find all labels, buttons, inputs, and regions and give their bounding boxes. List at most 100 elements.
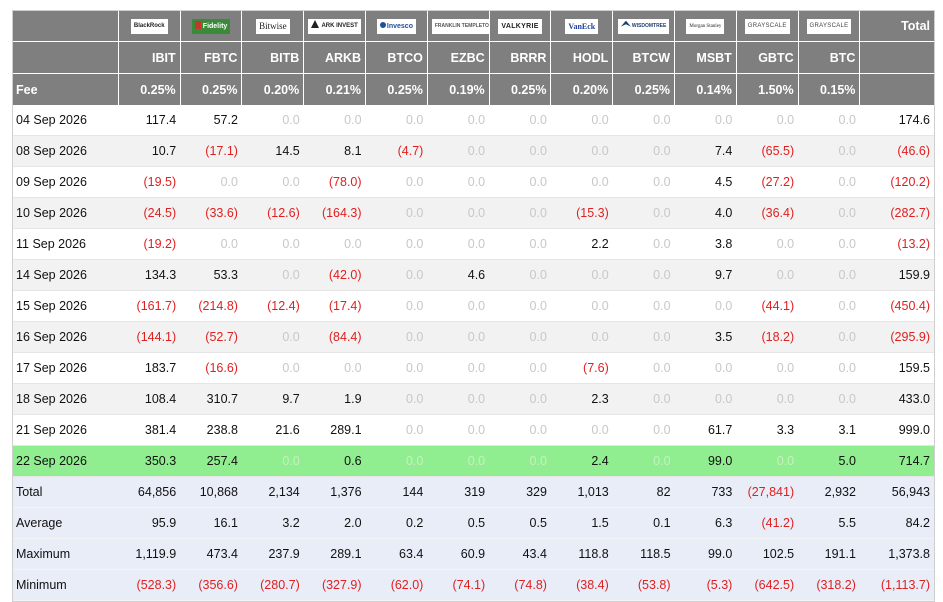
summary-row-minimum: Minimum (528.3) (356.6) (280.7) (327.9) (62.0… (13, 569, 934, 601)
summary-cell-btco: (62.0) (365, 569, 428, 601)
summary-cell-bitb: 2,134 (241, 476, 304, 508)
summary-label: Total (13, 476, 119, 508)
ticker-brrr: BRRR (489, 41, 552, 74)
summary-cell-btco: 63.4 (365, 538, 428, 570)
ticker-btco: BTCO (365, 41, 428, 74)
summary-row-maximum: Maximum 1,119.9 473.4 237.9 289.1 63.4 60.9 43.… (13, 538, 934, 570)
flow-cell-btco: 0.0 (365, 352, 428, 384)
flow-cell-msbt: 7.4 (674, 135, 737, 167)
summary-cell-arkb: (327.9) (303, 569, 366, 601)
summary-cell-btc: 191.1 (798, 538, 860, 570)
summary-cell-ezbc: (74.1) (427, 569, 490, 601)
ticker-btc: BTC (798, 41, 861, 74)
flow-cell-ezbc: 0.0 (427, 290, 490, 322)
summary-cell-hodl: (38.4) (550, 569, 613, 601)
flow-cell-hodl: 2.3 (550, 383, 613, 415)
flow-cell-ezbc: 0.0 (427, 445, 490, 477)
flow-cell-bitb: (12.6) (241, 197, 304, 229)
flow-cell-btcw: 0.0 (612, 383, 675, 415)
ticker-ezbc: EZBC (427, 41, 490, 74)
logo-text: GRAYSCALE (809, 22, 849, 29)
fee-label: Fee (13, 73, 119, 105)
summary-total: (1,113.7) (859, 569, 934, 601)
summary-cell-fbtc: (356.6) (180, 569, 242, 601)
flow-cell-arkb: (84.4) (303, 321, 366, 353)
fee-arkb: 0.21% (303, 73, 367, 105)
flow-cell-ibit: (24.5) (118, 197, 181, 229)
flow-cell-ibit: (19.5) (118, 166, 181, 198)
flow-cell-btco: 0.0 (365, 166, 428, 198)
flow-cell-bitb: 14.5 (241, 135, 304, 167)
flow-cell-gbtc: (27.2) (736, 166, 799, 198)
summary-cell-hodl: 118.8 (550, 538, 613, 570)
flow-cell-brrr: 0.0 (489, 105, 551, 136)
flow-cell-brrr: 0.0 (489, 135, 551, 167)
flow-cell-btcw: 0.0 (612, 105, 675, 136)
flow-cell-btc: 0.0 (798, 105, 860, 136)
fee-fbtc: 0.25% (180, 73, 243, 105)
ticker-corner (13, 41, 119, 74)
row-total: 174.6 (859, 105, 934, 136)
flow-cell-btco: 0.0 (365, 321, 428, 353)
flow-cell-fbtc: (33.6) (180, 197, 242, 229)
flow-cell-msbt: 9.7 (674, 259, 737, 291)
logo-row: BlackRock Fidelity Bitwise ARK INVEST Invesc… (13, 11, 934, 42)
ticker-row: IBIT FBTC BITB ARKB BTCO EZBC BRRR HODL BTCW MSBT… (13, 41, 934, 74)
ticker-total-blank (859, 41, 934, 74)
summary-cell-msbt: 733 (674, 476, 737, 508)
flow-cell-fbtc: 53.3 (180, 259, 242, 291)
flow-cell-brrr: 0.0 (489, 352, 551, 384)
flow-cell-hodl: 0.0 (550, 259, 613, 291)
summary-cell-btcw: (53.8) (612, 569, 675, 601)
flow-cell-arkb: 0.6 (303, 445, 366, 477)
summary-cell-fbtc: 16.1 (180, 507, 242, 539)
wisdomtree-logo-icon: WISDOMTREE (617, 18, 670, 34)
summary-cell-ibit: (528.3) (118, 569, 181, 601)
flow-cell-btco: 0.0 (365, 259, 428, 291)
flow-cell-btcw: 0.0 (612, 414, 675, 446)
table-row: 17 Sep 2026 183.7 (16.6) 0.0 0.0 0.0 0.0 0.0 (7.… (13, 352, 934, 384)
row-date: 11 Sep 2026 (13, 228, 119, 260)
fund-logo-cell-brrr: VALKYRIE (489, 11, 552, 42)
summary-cell-brrr: 43.4 (489, 538, 551, 570)
flow-cell-fbtc: (16.6) (180, 352, 242, 384)
table-row: 10 Sep 2026 (24.5) (33.6) (12.6) (164.3) 0.0 0… (13, 197, 934, 229)
summary-cell-gbtc: 102.5 (736, 538, 799, 570)
summary-cell-btcw: 82 (612, 476, 675, 508)
etf-flow-table: BlackRock Fidelity Bitwise ARK INVEST Invesc… (13, 11, 934, 601)
summary-cell-arkb: 1,376 (303, 476, 366, 508)
summary-label: Minimum (13, 569, 119, 601)
fund-logo-cell-btc: GRAYSCALE (798, 11, 861, 42)
flow-cell-bitb: (12.4) (241, 290, 304, 322)
flow-cell-bitb: 0.0 (241, 166, 304, 198)
flow-cell-ezbc: 0.0 (427, 228, 490, 260)
flow-cell-arkb: 8.1 (303, 135, 366, 167)
flow-cell-fbtc: (17.1) (180, 135, 242, 167)
summary-cell-arkb: 2.0 (303, 507, 366, 539)
row-total: 999.0 (859, 414, 934, 446)
flow-cell-btc: 0.0 (798, 321, 860, 353)
invesco-logo-icon: Invesco (376, 18, 416, 34)
summary-cell-ezbc: 319 (427, 476, 490, 508)
fund-logo-cell-fbtc: Fidelity (180, 11, 243, 42)
summary-cell-gbtc: (27,841) (736, 476, 799, 508)
flow-cell-gbtc: 0.0 (736, 228, 799, 260)
flow-cell-btcw: 0.0 (612, 321, 675, 353)
summary-cell-msbt: (5.3) (674, 569, 737, 601)
summary-cell-btcw: 0.1 (612, 507, 675, 539)
summary-cell-btcw: 118.5 (612, 538, 675, 570)
flow-cell-arkb: (42.0) (303, 259, 366, 291)
summary-cell-gbtc: (642.5) (736, 569, 799, 601)
flow-cell-ibit: 117.4 (118, 105, 181, 136)
flow-cell-btc: 0.0 (798, 166, 860, 198)
flow-cell-brrr: 0.0 (489, 321, 551, 353)
ticker-bitb: BITB (241, 41, 305, 74)
flow-cell-ibit: (19.2) (118, 228, 181, 260)
row-total: (46.6) (859, 135, 934, 167)
row-date: 09 Sep 2026 (13, 166, 119, 198)
flow-cell-brrr: 0.0 (489, 166, 551, 198)
flow-cell-gbtc: 0.0 (736, 259, 799, 291)
flow-cell-bitb: 0.0 (241, 445, 304, 477)
flow-cell-ezbc: 0.0 (427, 383, 490, 415)
summary-label: Maximum (13, 538, 119, 570)
